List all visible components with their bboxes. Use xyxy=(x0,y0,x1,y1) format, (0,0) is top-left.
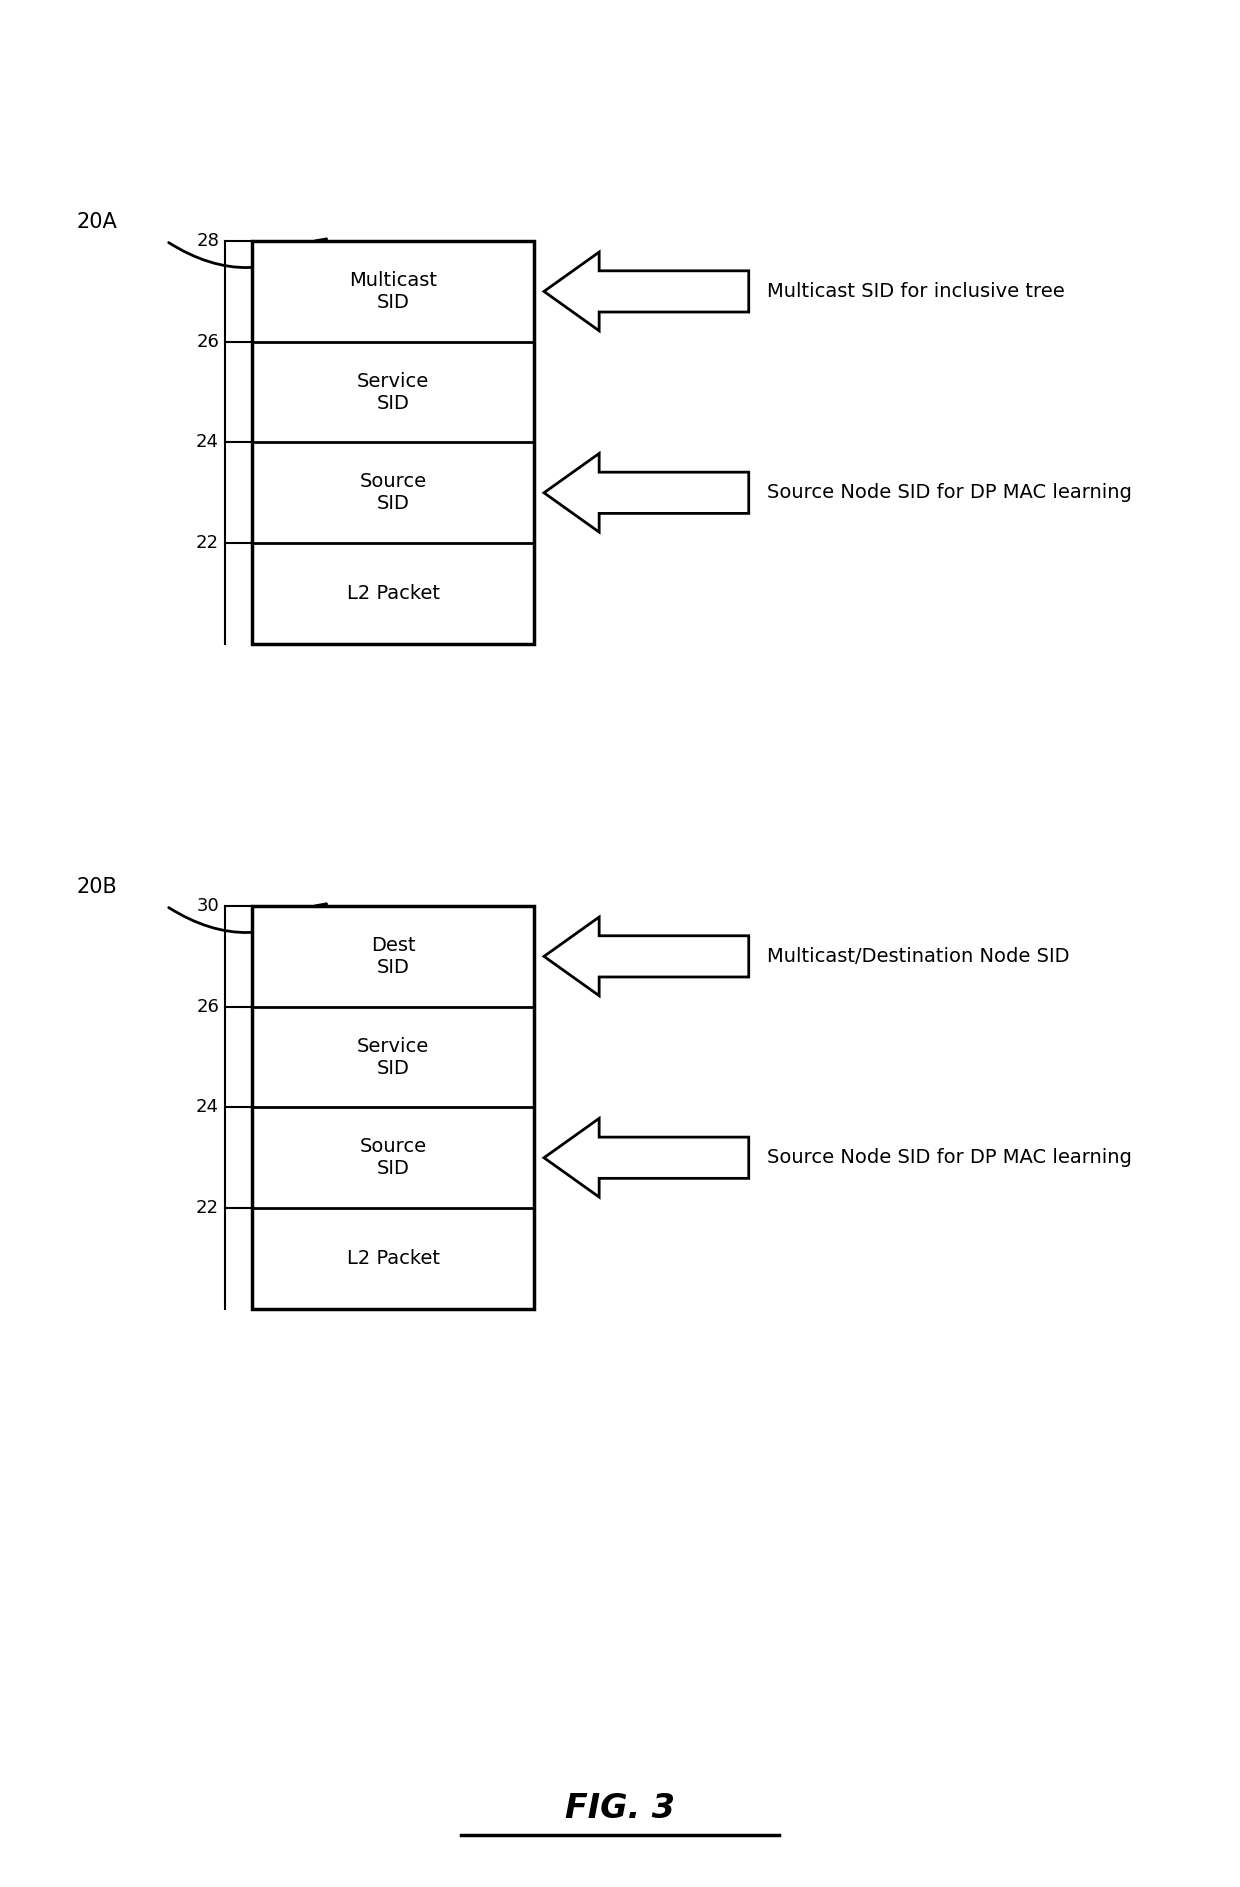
Text: Source
SID: Source SID xyxy=(360,472,427,513)
Bar xyxy=(252,242,534,643)
Text: Multicast SID for inclusive tree: Multicast SID for inclusive tree xyxy=(768,281,1065,300)
Text: 28: 28 xyxy=(196,232,219,251)
Text: Multicast
SID: Multicast SID xyxy=(350,272,438,311)
Text: 20B: 20B xyxy=(77,877,118,898)
Polygon shape xyxy=(544,453,749,532)
Text: Source
SID: Source SID xyxy=(360,1138,427,1177)
Text: 30: 30 xyxy=(196,896,219,915)
Text: FIG. 3: FIG. 3 xyxy=(565,1793,675,1825)
Text: 26: 26 xyxy=(196,332,219,351)
Text: L2 Packet: L2 Packet xyxy=(347,583,440,604)
Text: 24: 24 xyxy=(196,434,219,451)
Text: 22: 22 xyxy=(196,1198,219,1217)
Polygon shape xyxy=(544,1119,749,1196)
Text: Multicast/Destination Node SID: Multicast/Destination Node SID xyxy=(768,947,1070,966)
Text: Source Node SID for DP MAC learning: Source Node SID for DP MAC learning xyxy=(768,1147,1132,1168)
Text: 26: 26 xyxy=(196,998,219,1015)
Text: Source Node SID for DP MAC learning: Source Node SID for DP MAC learning xyxy=(768,483,1132,502)
Text: Service
SID: Service SID xyxy=(357,372,429,413)
Polygon shape xyxy=(544,253,749,330)
Text: 20A: 20A xyxy=(77,213,118,232)
Text: L2 Packet: L2 Packet xyxy=(347,1249,440,1268)
Text: Dest
SID: Dest SID xyxy=(371,936,415,977)
Text: 22: 22 xyxy=(196,534,219,553)
Polygon shape xyxy=(544,917,749,996)
Text: Service
SID: Service SID xyxy=(357,1036,429,1077)
Text: 24: 24 xyxy=(196,1098,219,1117)
Bar xyxy=(252,906,534,1310)
